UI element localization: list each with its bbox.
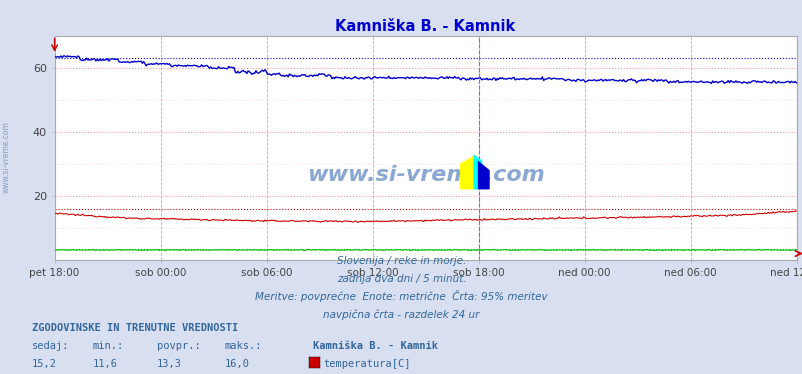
Text: 15,2: 15,2 — [32, 359, 57, 369]
Text: www.si-vreme.com: www.si-vreme.com — [2, 121, 11, 193]
Text: povpr.:: povpr.: — [156, 341, 200, 351]
Text: Slovenija / reke in morje.: Slovenija / reke in morje. — [336, 256, 466, 266]
Polygon shape — [473, 154, 482, 189]
Text: Kamniška B. - Kamnik: Kamniška B. - Kamnik — [313, 341, 438, 351]
Text: 13,3: 13,3 — [156, 359, 181, 369]
Text: zadnja dva dni / 5 minut.: zadnja dva dni / 5 minut. — [336, 274, 466, 283]
Text: min.:: min.: — [92, 341, 124, 351]
Text: sedaj:: sedaj: — [32, 341, 70, 351]
Text: navpična črta - razdelek 24 ur: navpična črta - razdelek 24 ur — [323, 309, 479, 319]
Text: Meritve: povprečne  Enote: metrične  Črta: 95% meritev: Meritve: povprečne Enote: metrične Črta:… — [255, 289, 547, 301]
Text: maks.:: maks.: — [225, 341, 262, 351]
Polygon shape — [460, 154, 476, 189]
Text: www.si-vreme.com: www.si-vreme.com — [306, 165, 544, 185]
Text: 11,6: 11,6 — [92, 359, 117, 369]
Polygon shape — [477, 160, 489, 189]
Title: Kamniška B. - Kamnik: Kamniška B. - Kamnik — [335, 19, 515, 34]
Text: 16,0: 16,0 — [225, 359, 249, 369]
Text: temperatura[C]: temperatura[C] — [323, 359, 411, 369]
Text: ZGODOVINSKE IN TRENUTNE VREDNOSTI: ZGODOVINSKE IN TRENUTNE VREDNOSTI — [32, 323, 238, 333]
